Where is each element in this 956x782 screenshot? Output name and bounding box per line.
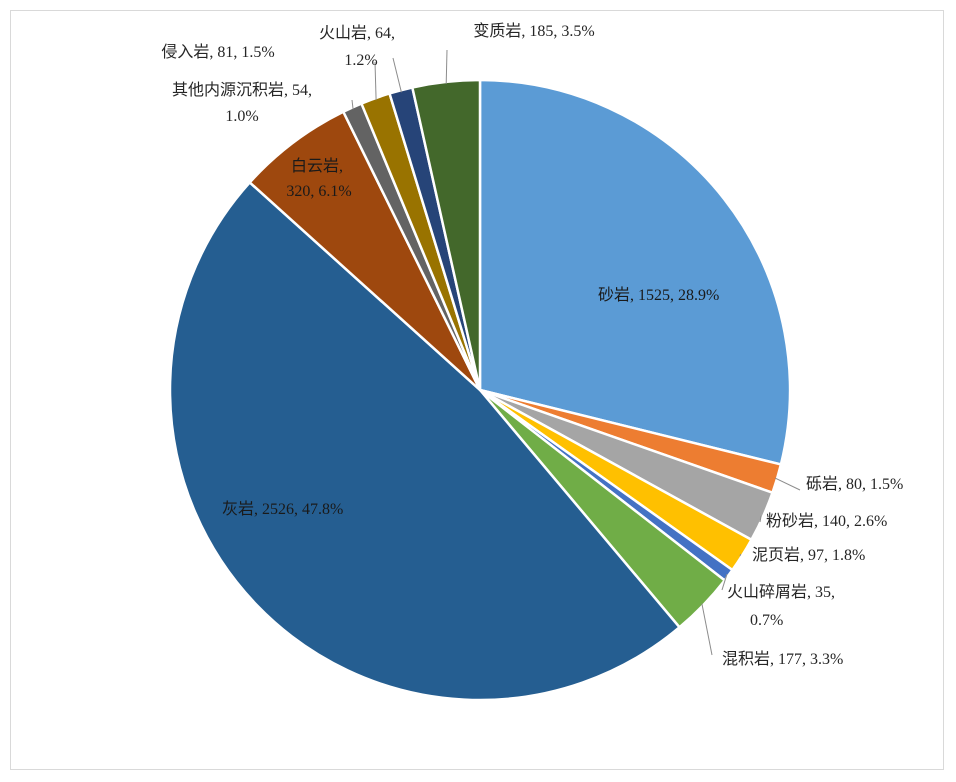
leader-line-5 bbox=[721, 573, 728, 591]
data-label-1: 砂岩, 1525, 28.9% bbox=[598, 286, 719, 304]
data-label-9-line-1: 其他内源沉积岩, 54, bbox=[172, 81, 312, 99]
data-label-6: 混积岩, 177, 3.3% bbox=[722, 650, 843, 668]
leader-line-6 bbox=[701, 603, 713, 656]
pie-slices bbox=[168, 78, 792, 702]
data-labels: 砂岩, 1525, 28.9% 砾岩, 80, 1.5% 粉砂岩, 140, 2.6… bbox=[161, 22, 903, 668]
data-label-2: 砾岩, 80, 1.5% bbox=[806, 475, 903, 493]
data-label-9-line-2: 1.0% bbox=[225, 108, 258, 125]
data-label-10: 侵入岩, 81, 1.5% bbox=[161, 43, 274, 61]
data-label-3: 粉砂岩, 140, 2.6% bbox=[766, 512, 887, 530]
leader-line-10 bbox=[374, 61, 377, 101]
leader-line-9 bbox=[351, 99, 354, 110]
leader-line-3 bbox=[759, 515, 762, 523]
leader-line-11 bbox=[392, 57, 402, 93]
data-label-12: 变质岩, 185, 3.5% bbox=[473, 22, 594, 40]
pie-slice-7 bbox=[168, 181, 681, 702]
data-label-7: 灰岩, 2526, 47.8% bbox=[222, 500, 343, 518]
data-label-8-line-2: 320, 6.1% bbox=[286, 183, 351, 200]
data-label-8-line-1: 白云岩, bbox=[291, 157, 343, 175]
pie-slice-1 bbox=[478, 78, 792, 466]
data-label-11-line-1: 火山岩, 64, bbox=[319, 24, 395, 42]
leader-line-2 bbox=[774, 477, 801, 491]
data-label-11-line-2: 1.2% bbox=[344, 52, 377, 69]
data-label-4: 泥页岩, 97, 1.8% bbox=[752, 546, 865, 564]
leader-lines bbox=[351, 49, 801, 656]
leader-line-4 bbox=[739, 553, 742, 557]
data-label-5-line-1: 火山碎屑岩, 35, bbox=[727, 583, 835, 601]
leader-line-12 bbox=[445, 49, 448, 84]
data-label-5-line-2: 0.7% bbox=[750, 612, 783, 629]
pie-slice-8 bbox=[248, 110, 482, 392]
